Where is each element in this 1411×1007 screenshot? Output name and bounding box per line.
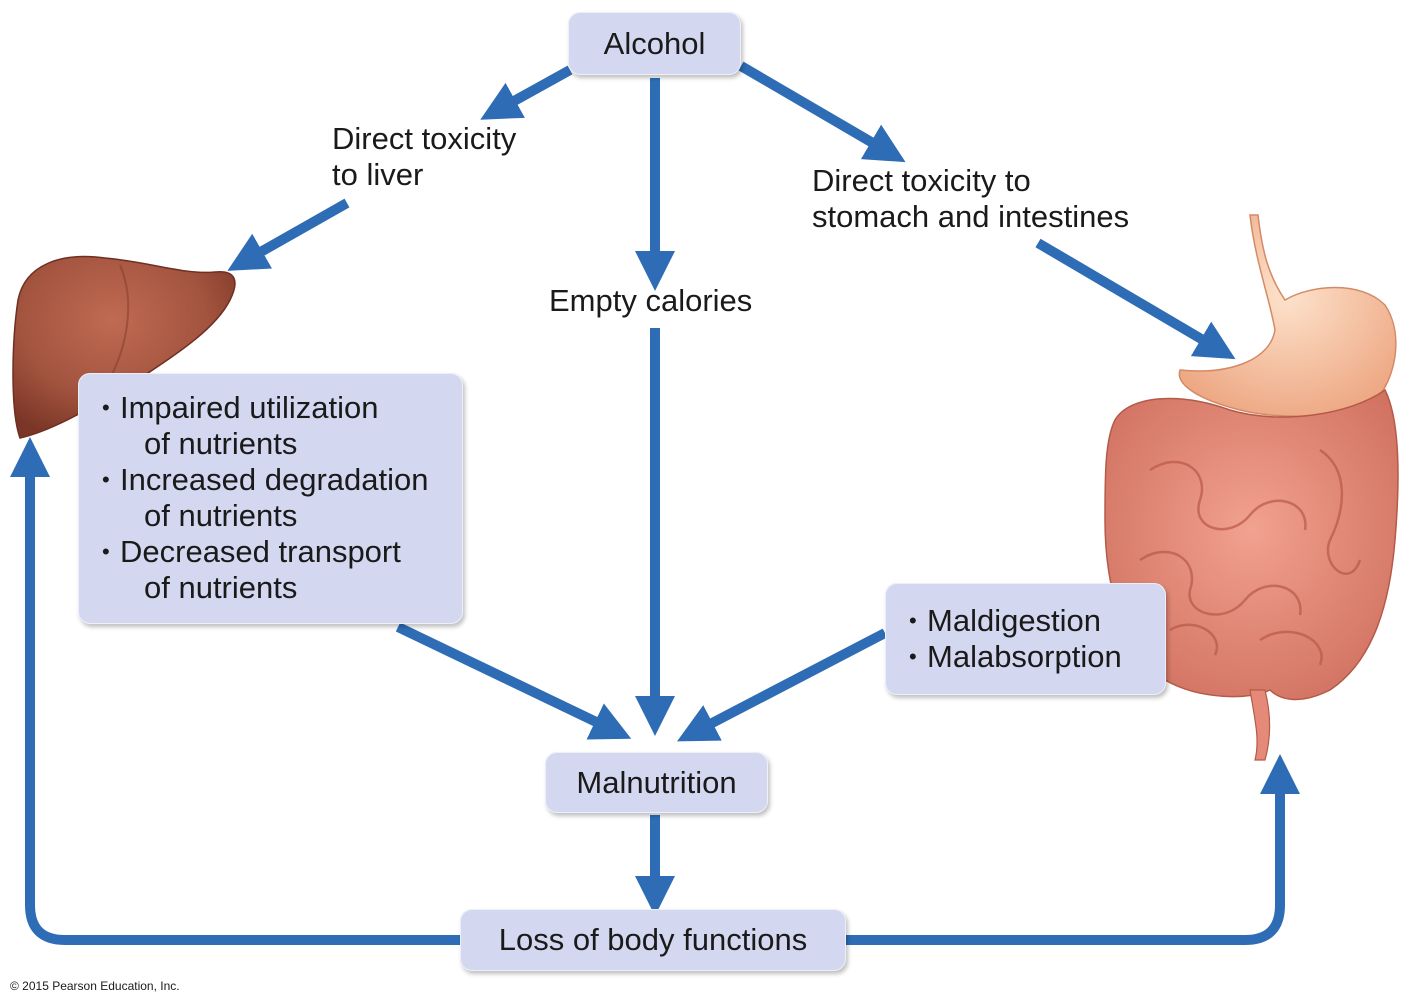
copyright-notice: © 2015 Pearson Education, Inc. (10, 979, 180, 993)
malnutrition-label: Malnutrition (576, 764, 737, 800)
arrow-loss-to-intestines (846, 754, 1300, 945)
malnutrition-box: Malnutrition (545, 752, 768, 813)
gi-effects-list: Maldigestion Malabsorption (907, 603, 1166, 675)
arrow-alcohol-to-liver-label (480, 65, 573, 120)
loss-of-body-functions-label: Loss of body functions (498, 922, 808, 957)
arrow-liver-label-to-liver (227, 198, 350, 271)
alcohol-label: Alcohol (603, 25, 706, 61)
arrow-gi-label-to-stomach (1035, 238, 1236, 360)
loss-of-body-functions-box: Loss of body functions (460, 909, 846, 971)
liver-effect-item: Increased degradation of nutrients (100, 462, 463, 534)
empty-calories-label: Empty calories (549, 283, 753, 318)
alcohol-box: Alcohol (568, 12, 741, 75)
direct-toxicity-liver-line-1: Direct toxicity (332, 121, 517, 156)
direct-toxicity-gi-line-2: stomach and intestines (812, 199, 1130, 234)
gi-effects-box: Maldigestion Malabsorption (885, 583, 1166, 695)
liver-effects-box: Impaired utilization of nutrients Increa… (78, 373, 463, 624)
digestive-tract-illustration (1104, 214, 1399, 761)
direct-toxicity-liver-line-2: to liver (332, 157, 424, 192)
liver-effect-item: Impaired utilization of nutrients (100, 390, 463, 462)
arrow-loss-to-liver (10, 437, 460, 945)
arrow-liver-effects-to-malnutrition (395, 622, 632, 740)
direct-toxicity-gi-line-1: Direct toxicity to (812, 163, 1031, 198)
gi-effect-item: Maldigestion (907, 603, 1166, 639)
arrow-gi-effects-to-malnutrition (677, 628, 888, 742)
direct-toxicity-gi-label: Direct toxicity to stomach and intestine… (812, 163, 1129, 235)
arrows (10, 61, 1300, 945)
liver-effect-item: Decreased transport of nutrients (100, 534, 463, 606)
liver-effects-list: Impaired utilization of nutrients Increa… (100, 390, 463, 606)
arrow-alcohol-to-gi-label (738, 61, 906, 163)
gi-effect-item: Malabsorption (907, 639, 1166, 675)
direct-toxicity-liver-label: Direct toxicity to liver (332, 121, 516, 193)
